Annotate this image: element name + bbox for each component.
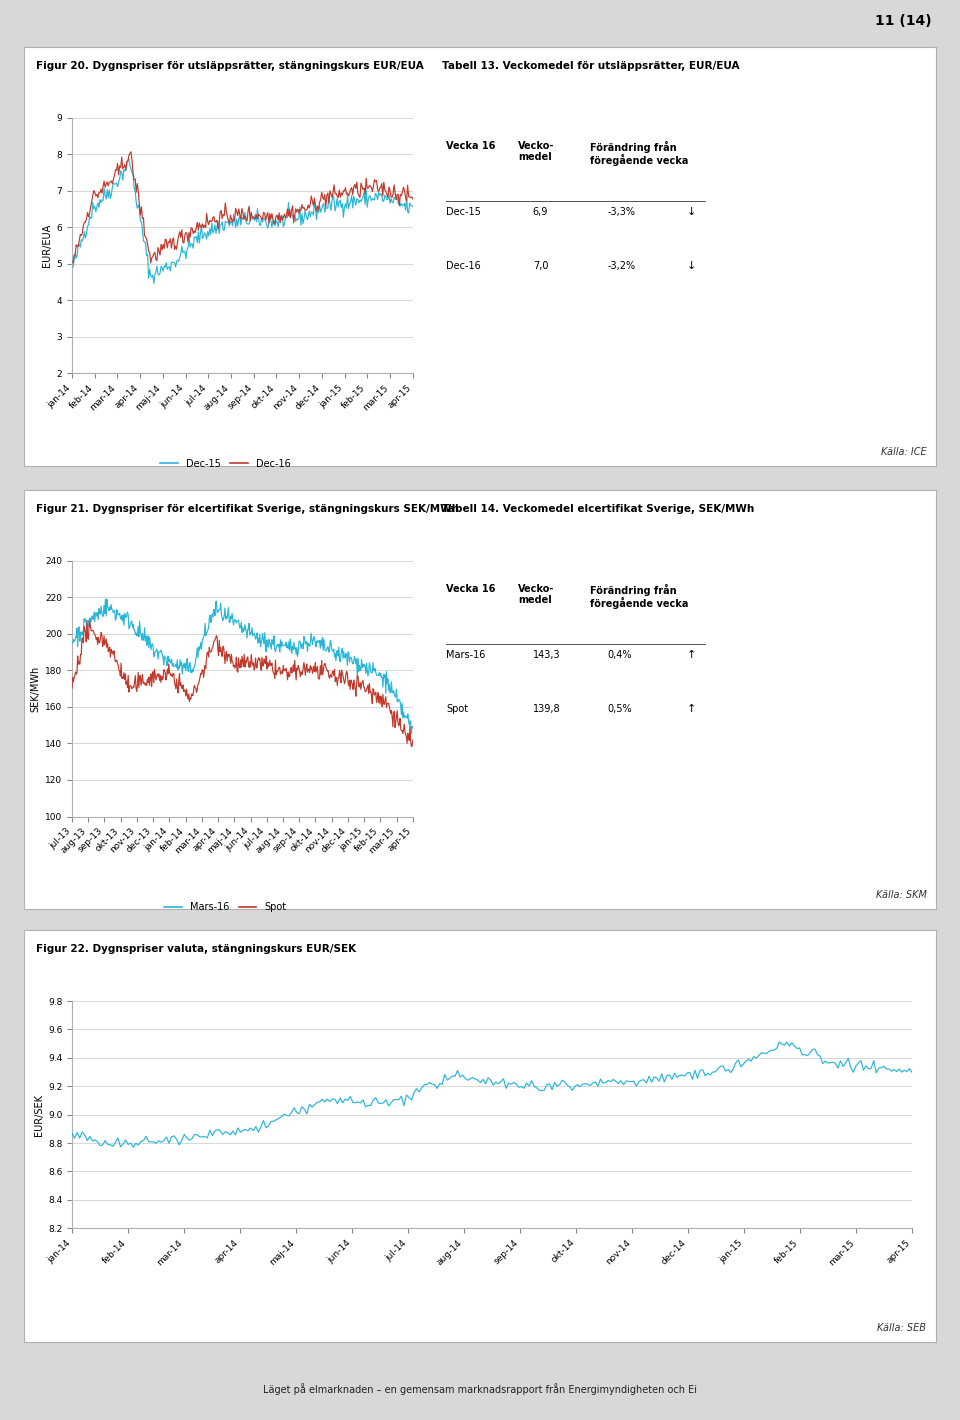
Text: -3,3%: -3,3%: [608, 207, 636, 217]
Text: 0,5%: 0,5%: [608, 704, 633, 714]
Text: 0,4%: 0,4%: [608, 650, 633, 660]
Text: -3,2%: -3,2%: [608, 261, 636, 271]
Text: Figur 20. Dygnspriser för utsläppsrätter, stängningskurs EUR/EUA: Figur 20. Dygnspriser för utsläppsrätter…: [36, 61, 423, 71]
Text: Tabell 13. Veckomedel för utsläppsrätter, EUR/EUA: Tabell 13. Veckomedel för utsläppsrätter…: [442, 61, 739, 71]
Text: 139,8: 139,8: [533, 704, 561, 714]
Text: ↓: ↓: [686, 261, 696, 271]
Text: 7,0: 7,0: [533, 261, 548, 271]
Text: ↑: ↑: [686, 650, 696, 660]
Text: Vecko-
medel: Vecko- medel: [518, 584, 555, 605]
Y-axis label: EUR/SEK: EUR/SEK: [34, 1093, 44, 1136]
Text: Figur 21. Dygnspriser för elcertifikat Sverige, stängningskurs SEK/MWh: Figur 21. Dygnspriser för elcertifikat S…: [36, 504, 459, 514]
Text: Förändring från
föregående vecka: Förändring från föregående vecka: [590, 584, 688, 609]
Y-axis label: SEK/MWh: SEK/MWh: [31, 666, 41, 711]
Text: ↑: ↑: [686, 704, 696, 714]
Text: Figur 22. Dygnspriser valuta, stängningskurs EUR/SEK: Figur 22. Dygnspriser valuta, stängnings…: [36, 944, 355, 954]
Text: ↓: ↓: [686, 207, 696, 217]
Text: Källa: SEB: Källa: SEB: [877, 1323, 926, 1333]
Y-axis label: EUR/EUA: EUR/EUA: [42, 224, 53, 267]
Text: Vecka 16: Vecka 16: [446, 141, 495, 151]
Text: Källa: SKM: Källa: SKM: [876, 890, 926, 900]
Text: 143,3: 143,3: [533, 650, 561, 660]
Legend: Mars-16, Spot: Mars-16, Spot: [160, 897, 290, 916]
Text: Förändring från
föregående vecka: Förändring från föregående vecka: [590, 141, 688, 166]
Text: Dec-15: Dec-15: [446, 207, 481, 217]
Text: 11 (14): 11 (14): [875, 14, 931, 28]
Text: Dec-16: Dec-16: [446, 261, 481, 271]
Text: Vecka 16: Vecka 16: [446, 584, 495, 594]
Text: Spot: Spot: [446, 704, 468, 714]
Legend: Dec-15, Dec-16: Dec-15, Dec-16: [156, 454, 294, 473]
Text: Läget på elmarknaden – en gemensam marknadsrapport från Energimyndigheten och Ei: Läget på elmarknaden – en gemensam markn…: [263, 1383, 697, 1394]
Text: Tabell 14. Veckomedel elcertifikat Sverige, SEK/MWh: Tabell 14. Veckomedel elcertifikat Sveri…: [442, 504, 754, 514]
Text: Vecko-
medel: Vecko- medel: [518, 141, 555, 162]
Text: Källa: ICE: Källa: ICE: [880, 447, 926, 457]
Text: Mars-16: Mars-16: [446, 650, 486, 660]
Text: 6,9: 6,9: [533, 207, 548, 217]
